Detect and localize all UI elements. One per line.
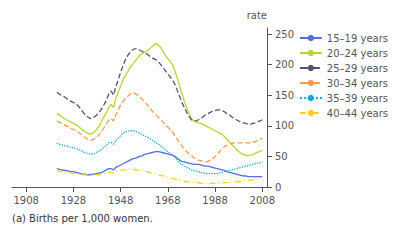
svg-text:40–44 years: 40–44 years bbox=[327, 108, 388, 119]
svg-text:1948: 1948 bbox=[108, 195, 133, 206]
svg-text:50: 50 bbox=[275, 151, 288, 162]
svg-text:1928: 1928 bbox=[61, 195, 86, 206]
svg-text:1968: 1968 bbox=[155, 195, 180, 206]
svg-text:(a) Births per 1,000 women.: (a) Births per 1,000 women. bbox=[12, 213, 153, 224]
svg-text:100: 100 bbox=[275, 120, 294, 131]
svg-text:200: 200 bbox=[275, 59, 294, 70]
svg-text:2008: 2008 bbox=[250, 195, 275, 206]
svg-text:20–24 years: 20–24 years bbox=[327, 48, 388, 59]
svg-text:25–29 years: 25–29 years bbox=[327, 63, 388, 74]
svg-text:30–34 years: 30–34 years bbox=[327, 78, 388, 89]
svg-text:35–39 years: 35–39 years bbox=[327, 93, 388, 104]
svg-text:150: 150 bbox=[275, 90, 294, 101]
svg-text:15–19 years: 15–19 years bbox=[327, 33, 388, 44]
svg-text:1908: 1908 bbox=[13, 195, 38, 206]
svg-text:250: 250 bbox=[275, 29, 294, 40]
svg-text:rate: rate bbox=[247, 10, 267, 21]
svg-text:1988: 1988 bbox=[202, 195, 227, 206]
svg-text:0: 0 bbox=[275, 182, 281, 193]
